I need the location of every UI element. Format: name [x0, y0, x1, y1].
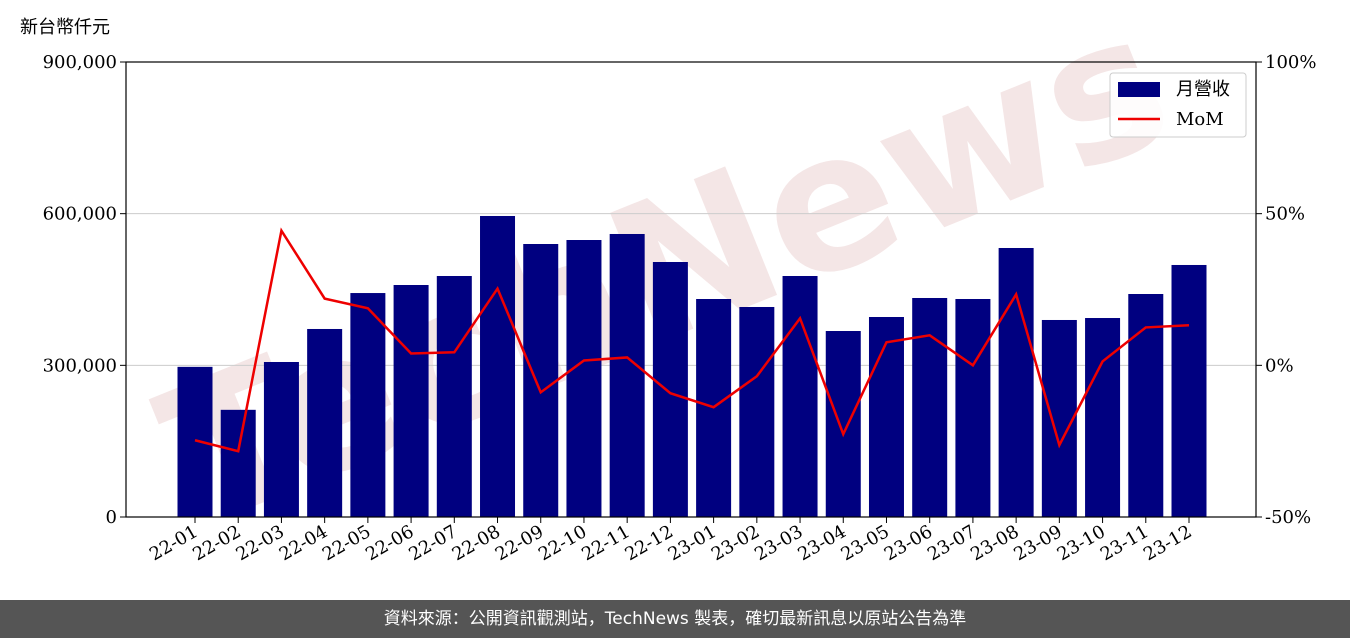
x-tick-label: 22-06 [362, 521, 417, 565]
legend-label: 月營收 [1176, 79, 1230, 100]
bar [825, 331, 861, 517]
bar [263, 361, 299, 517]
bar [609, 233, 645, 518]
bar [955, 299, 991, 517]
footer: 資料來源：公開資訊觀測站，TechNews 製表，確切最新訊息以原站公告為準 [0, 600, 1350, 638]
bar [1128, 293, 1164, 517]
x-tick-label: 22-10 [535, 521, 590, 565]
bar [998, 247, 1034, 517]
y2-tick-label: 50% [1265, 204, 1305, 225]
x-tick-label: 22-09 [492, 521, 547, 565]
x-tick-label: 23-05 [838, 521, 893, 565]
line [194, 227, 1190, 453]
x-tick-label: 23-06 [881, 521, 936, 565]
x-tick-label: 23-09 [1010, 521, 1065, 565]
bar [1085, 318, 1121, 517]
x-tick-label: 23-08 [967, 521, 1022, 565]
bar [436, 276, 472, 517]
x-tick-label: 22-11 [578, 521, 633, 565]
x-tick-label: 23-01 [665, 521, 720, 565]
plot-frame [125, 61, 1257, 518]
bar [912, 297, 948, 517]
legend-swatch [1118, 82, 1160, 97]
x-tick-label: 22-12 [621, 521, 676, 565]
bar [220, 409, 256, 517]
bar [566, 240, 602, 517]
x-tick-label: 23-10 [1054, 521, 1109, 565]
y-tick-label: 0 [106, 507, 117, 528]
x-tick-label: 22-05 [319, 521, 374, 565]
legend: 月營收 MoM [1109, 72, 1247, 138]
bar [350, 293, 386, 517]
bar [739, 306, 775, 517]
y-axis-title: 新台幣仟元 [20, 17, 110, 38]
x-tick-label: 23-12 [1140, 521, 1195, 565]
x-tick-label: 23-02 [708, 521, 763, 565]
x-tick-label: 23-03 [751, 521, 806, 565]
bar [782, 276, 818, 517]
x-tick-label: 23-11 [1097, 521, 1152, 565]
legend-label: MoM [1176, 109, 1224, 130]
bar [393, 285, 429, 517]
x-tick-label: 23-04 [794, 521, 849, 565]
x-tick-label: 22-01 [146, 521, 201, 565]
y-tick-label: 300,000 [43, 355, 117, 376]
x-tick-label: 22-08 [449, 521, 504, 565]
y-tick-label: 600,000 [43, 204, 117, 225]
x-tick-label: 23-07 [924, 521, 979, 565]
bar [1041, 319, 1077, 517]
y2-tick-label: -50% [1265, 507, 1311, 528]
y2-tick-label: 100% [1265, 52, 1316, 73]
bar [1171, 264, 1207, 517]
bar [652, 261, 688, 517]
chart: 新台幣仟元 TechNews 0300,000600,000900,000-50… [20, 0, 1316, 570]
y2-tick-label: 0% [1265, 355, 1294, 376]
bar [307, 328, 343, 517]
x-tick-label: 22-07 [405, 521, 460, 565]
bar [868, 317, 904, 517]
y-tick-label: 900,000 [43, 52, 117, 73]
bar [523, 244, 559, 517]
bar [480, 215, 516, 517]
bar [177, 366, 213, 517]
